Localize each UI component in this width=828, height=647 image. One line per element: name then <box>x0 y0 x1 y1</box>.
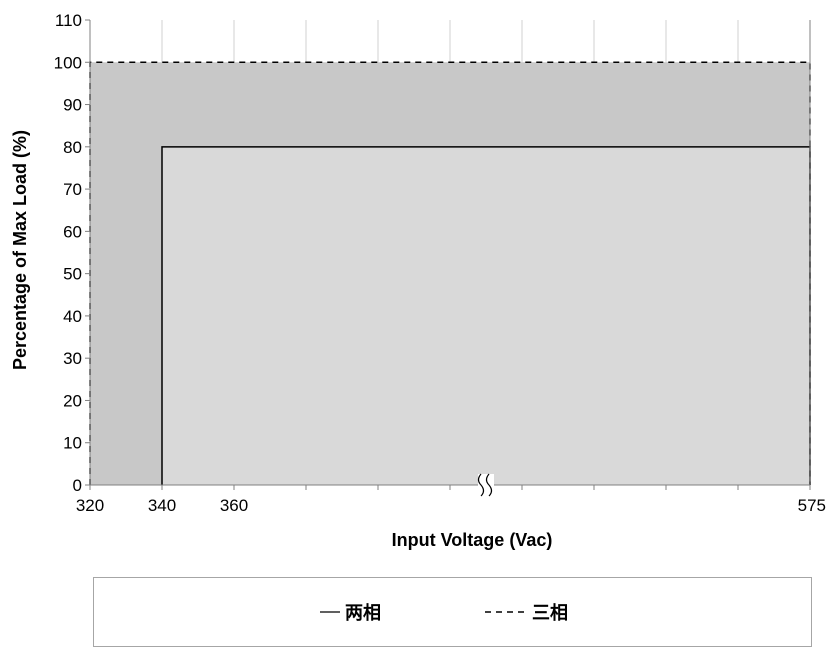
solid-line-swatch-icon <box>320 611 340 613</box>
x-tick-label: 340 <box>148 496 176 515</box>
axis-break-icon <box>485 473 493 497</box>
axes <box>85 19 811 497</box>
y-tick-label: 50 <box>63 265 82 284</box>
y-tick-label: 40 <box>63 307 82 326</box>
x-axis-title: Input Voltage (Vac) <box>392 530 553 550</box>
legend-label-two-phase: 两相 <box>345 603 381 624</box>
axis-break-gap <box>478 474 494 496</box>
y-tick-label: 100 <box>54 53 82 72</box>
y-tick-label: 10 <box>63 434 82 453</box>
y-tick-label: 0 <box>73 476 82 495</box>
area-two-phase <box>162 146 810 485</box>
y-tick-label: 60 <box>63 222 82 241</box>
legend-item-three-phase: 三相 <box>484 600 568 624</box>
y-tick-label: 110 <box>55 11 82 30</box>
tick-labels: 0 10 20 30 40 50 60 70 80 90 100 110 320 340 360 575 <box>54 11 826 515</box>
axis-break-icon <box>477 473 485 497</box>
x-tick-label: 575 <box>798 496 826 515</box>
legend-item-two-phase: 两相 <box>319 600 381 624</box>
x-tick-label: 360 <box>220 496 248 515</box>
y-tick-label: 90 <box>63 96 82 115</box>
y-axis-title: Percentage of Max Load (%) <box>10 130 30 370</box>
y-tick-label: 70 <box>63 180 82 199</box>
y-tick-label: 30 <box>63 349 82 368</box>
legend-label-three-phase: 三相 <box>532 603 568 624</box>
y-tick-label: 80 <box>63 138 82 157</box>
legend: 两相 三相 <box>93 577 812 647</box>
y-tick-label: 20 <box>63 391 82 410</box>
x-tick-label: 320 <box>76 496 104 515</box>
dashed-line-swatch-icon <box>485 611 527 613</box>
chart-areas <box>89 61 811 485</box>
